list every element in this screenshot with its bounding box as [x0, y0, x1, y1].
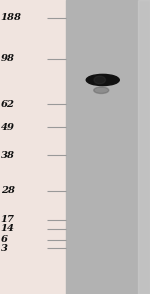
- Text: 28: 28: [1, 186, 15, 195]
- Text: 14: 14: [1, 224, 15, 233]
- Text: 17: 17: [1, 216, 15, 224]
- Ellipse shape: [94, 87, 109, 93]
- Text: 6: 6: [1, 235, 8, 244]
- Text: 38: 38: [1, 151, 15, 160]
- Text: 98: 98: [1, 54, 15, 63]
- Text: 3: 3: [1, 244, 8, 253]
- Ellipse shape: [86, 74, 119, 86]
- Bar: [0, 0, 66, 294]
- Text: 49: 49: [1, 123, 15, 132]
- Bar: [138, 0, 150, 294]
- Text: 188: 188: [1, 13, 22, 22]
- Ellipse shape: [94, 76, 106, 84]
- Bar: [66, 0, 150, 294]
- Text: 62: 62: [1, 100, 15, 109]
